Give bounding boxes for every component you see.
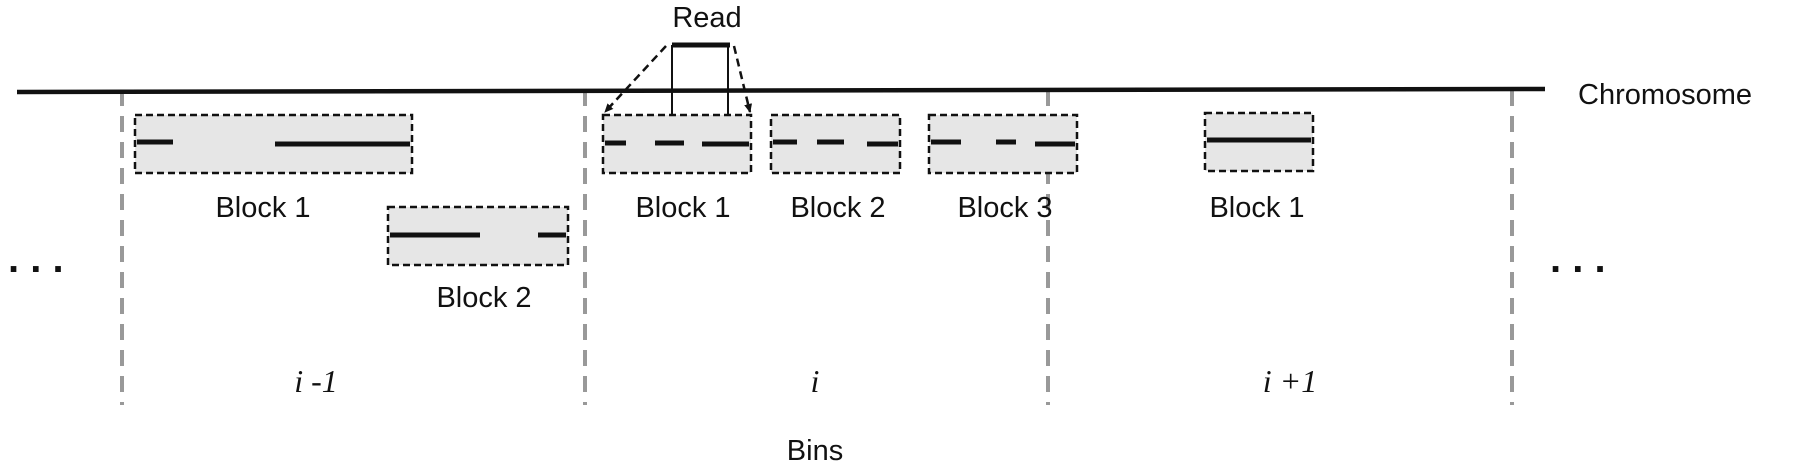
bins-label: Bins	[787, 435, 843, 467]
block-label: Block 1	[635, 192, 730, 224]
block-box	[1203, 111, 1315, 173]
bin-label: i +1	[1263, 363, 1317, 399]
block-box	[386, 205, 570, 267]
block-box	[133, 113, 414, 175]
block-label: Block 3	[957, 192, 1052, 224]
block-box	[769, 113, 902, 175]
block-label: Block 2	[436, 282, 531, 314]
bin-label: i	[811, 363, 820, 399]
read-diagram	[604, 42, 753, 148]
block-box	[601, 113, 753, 175]
read-dashed-arrow-left	[604, 45, 667, 113]
chromosome-line	[16, 86, 1546, 95]
chromosome-label: Chromosome	[1578, 79, 1752, 111]
block-label: Block 2	[790, 192, 885, 224]
read-label: Read	[672, 2, 741, 34]
block-label: Block 1	[1209, 192, 1304, 224]
block-box	[927, 113, 1079, 175]
read-dashed-arrow-right	[732, 45, 753, 113]
ellipsis-left: . . .	[8, 237, 64, 281]
bin-label: i -1	[294, 363, 338, 399]
ellipsis-right: . . .	[1550, 237, 1606, 281]
block-label: Block 1	[215, 192, 310, 224]
